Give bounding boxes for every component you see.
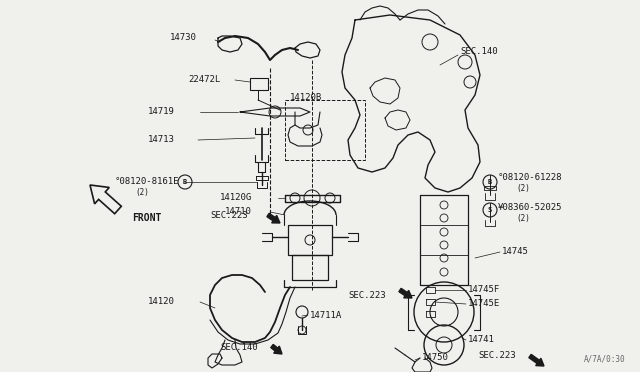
Text: SEC.223: SEC.223 xyxy=(348,291,386,299)
Text: 14745F: 14745F xyxy=(468,285,500,295)
FancyArrow shape xyxy=(267,213,280,223)
Text: FRONT: FRONT xyxy=(132,213,161,223)
Text: °08120-61228: °08120-61228 xyxy=(498,173,563,183)
Text: ¥08360-52025: ¥08360-52025 xyxy=(498,203,563,212)
Text: 14745E: 14745E xyxy=(468,299,500,308)
Text: °08120-8161E: °08120-8161E xyxy=(115,177,179,186)
FancyArrow shape xyxy=(529,355,544,366)
Text: B: B xyxy=(183,179,187,185)
Text: 14120: 14120 xyxy=(148,298,175,307)
Bar xyxy=(288,225,332,255)
FancyArrow shape xyxy=(399,288,412,298)
Text: 14710: 14710 xyxy=(225,208,252,217)
Text: SEC.223: SEC.223 xyxy=(478,352,516,360)
Text: SEC.140: SEC.140 xyxy=(220,343,258,353)
Bar xyxy=(285,100,365,160)
Text: (2): (2) xyxy=(516,183,530,192)
Text: 14741: 14741 xyxy=(468,336,495,344)
Text: 14745: 14745 xyxy=(502,247,529,257)
Text: A/7A/0:30: A/7A/0:30 xyxy=(584,355,625,364)
Text: 22472L: 22472L xyxy=(188,76,220,84)
Text: 14730: 14730 xyxy=(170,33,197,42)
Text: 14120B: 14120B xyxy=(290,93,323,103)
Bar xyxy=(292,255,328,280)
FancyArrow shape xyxy=(271,344,282,354)
Bar xyxy=(250,78,268,90)
Text: (2): (2) xyxy=(135,187,149,196)
FancyArrow shape xyxy=(90,185,122,214)
Text: SEC.223: SEC.223 xyxy=(210,211,248,219)
Text: B: B xyxy=(488,179,492,185)
Text: SEC.140: SEC.140 xyxy=(460,48,498,57)
Text: 14120G: 14120G xyxy=(220,193,252,202)
Text: (2): (2) xyxy=(516,214,530,222)
Text: 14711A: 14711A xyxy=(310,311,342,320)
Text: S: S xyxy=(488,207,492,213)
Text: 14750: 14750 xyxy=(422,353,449,362)
Text: 14719: 14719 xyxy=(148,108,175,116)
Text: 14713: 14713 xyxy=(148,135,175,144)
